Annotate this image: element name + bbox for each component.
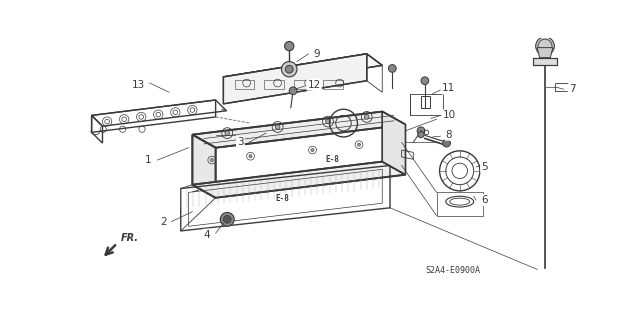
Text: 9: 9 (313, 49, 320, 59)
Text: 6: 6 (481, 195, 488, 205)
Polygon shape (382, 112, 406, 175)
Text: 5: 5 (481, 162, 488, 172)
Circle shape (358, 143, 360, 146)
Text: 7: 7 (569, 84, 575, 94)
Circle shape (311, 148, 314, 152)
Polygon shape (193, 162, 406, 198)
Text: E-8: E-8 (326, 155, 340, 164)
Polygon shape (223, 54, 382, 88)
Text: 12: 12 (307, 80, 321, 90)
Polygon shape (537, 48, 553, 58)
Circle shape (289, 87, 297, 95)
Circle shape (285, 42, 294, 51)
Text: 2: 2 (161, 217, 167, 227)
Circle shape (220, 212, 234, 226)
Text: 4: 4 (204, 230, 211, 240)
Text: E-8: E-8 (275, 194, 289, 203)
Circle shape (275, 124, 280, 129)
Text: 8: 8 (445, 130, 452, 140)
Circle shape (225, 131, 230, 135)
Circle shape (285, 65, 293, 73)
Text: 11: 11 (442, 84, 456, 93)
Text: 13: 13 (131, 80, 145, 90)
Text: S2A4-E0900A: S2A4-E0900A (425, 267, 480, 276)
Circle shape (421, 77, 429, 84)
Polygon shape (533, 58, 557, 65)
Circle shape (249, 155, 252, 158)
Text: 10: 10 (442, 110, 456, 120)
Circle shape (364, 115, 369, 119)
Text: 3: 3 (237, 137, 244, 147)
Circle shape (388, 65, 396, 72)
Polygon shape (223, 54, 367, 104)
Polygon shape (193, 112, 406, 148)
Circle shape (536, 37, 554, 55)
Polygon shape (193, 135, 216, 198)
Text: 1: 1 (145, 155, 152, 165)
Text: FR.: FR. (120, 233, 138, 243)
Circle shape (326, 119, 330, 124)
Circle shape (417, 127, 425, 135)
Circle shape (223, 215, 231, 223)
Circle shape (443, 139, 451, 147)
Circle shape (418, 132, 424, 138)
Circle shape (210, 158, 213, 162)
Circle shape (282, 61, 297, 77)
